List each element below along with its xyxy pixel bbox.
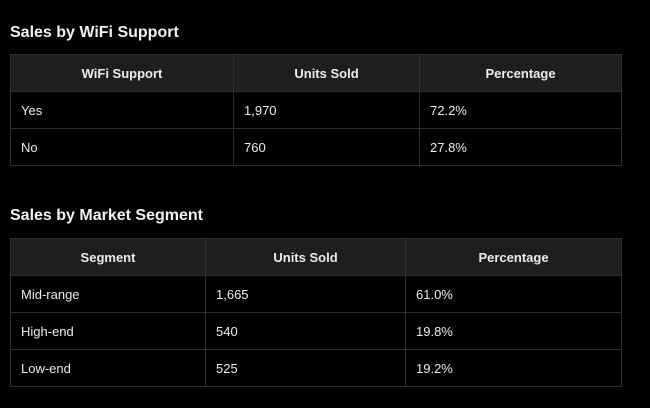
table-cell: 61.0% bbox=[405, 275, 622, 313]
wifi-section-title: Sales by WiFi Support bbox=[10, 24, 179, 41]
table-cell: 760 bbox=[233, 128, 420, 166]
table-cell: Low-end bbox=[10, 349, 206, 387]
table-cell: No bbox=[10, 128, 234, 166]
column-header: Units Sold bbox=[233, 54, 420, 92]
column-header: Percentage bbox=[405, 238, 622, 276]
segment-section-title: Sales by Market Segment bbox=[10, 207, 203, 224]
table-row: Low-end 525 19.2% bbox=[10, 349, 622, 387]
table-row: No 760 27.8% bbox=[10, 128, 622, 166]
table-cell: 19.8% bbox=[405, 312, 622, 350]
table-row: Yes 1,970 72.2% bbox=[10, 91, 622, 129]
table-row: High-end 540 19.8% bbox=[10, 312, 622, 350]
table-cell: 525 bbox=[205, 349, 406, 387]
table-cell: 72.2% bbox=[419, 91, 622, 129]
table-cell: 1,970 bbox=[233, 91, 420, 129]
table-cell: High-end bbox=[10, 312, 206, 350]
column-header: Percentage bbox=[419, 54, 622, 92]
table-cell: 27.8% bbox=[419, 128, 622, 166]
table-header-row: WiFi Support Units Sold Percentage bbox=[10, 54, 622, 92]
segment-sales-table: Segment Units Sold Percentage Mid-range … bbox=[10, 238, 622, 387]
table-cell: Mid-range bbox=[10, 275, 206, 313]
table-row: Mid-range 1,665 61.0% bbox=[10, 275, 622, 313]
table-cell: Yes bbox=[10, 91, 234, 129]
table-cell: 19.2% bbox=[405, 349, 622, 387]
column-header: WiFi Support bbox=[10, 54, 234, 92]
wifi-sales-table: WiFi Support Units Sold Percentage Yes 1… bbox=[10, 54, 622, 166]
column-header: Units Sold bbox=[205, 238, 406, 276]
table-cell: 1,665 bbox=[205, 275, 406, 313]
table-cell: 540 bbox=[205, 312, 406, 350]
column-header: Segment bbox=[10, 238, 206, 276]
table-header-row: Segment Units Sold Percentage bbox=[10, 238, 622, 276]
